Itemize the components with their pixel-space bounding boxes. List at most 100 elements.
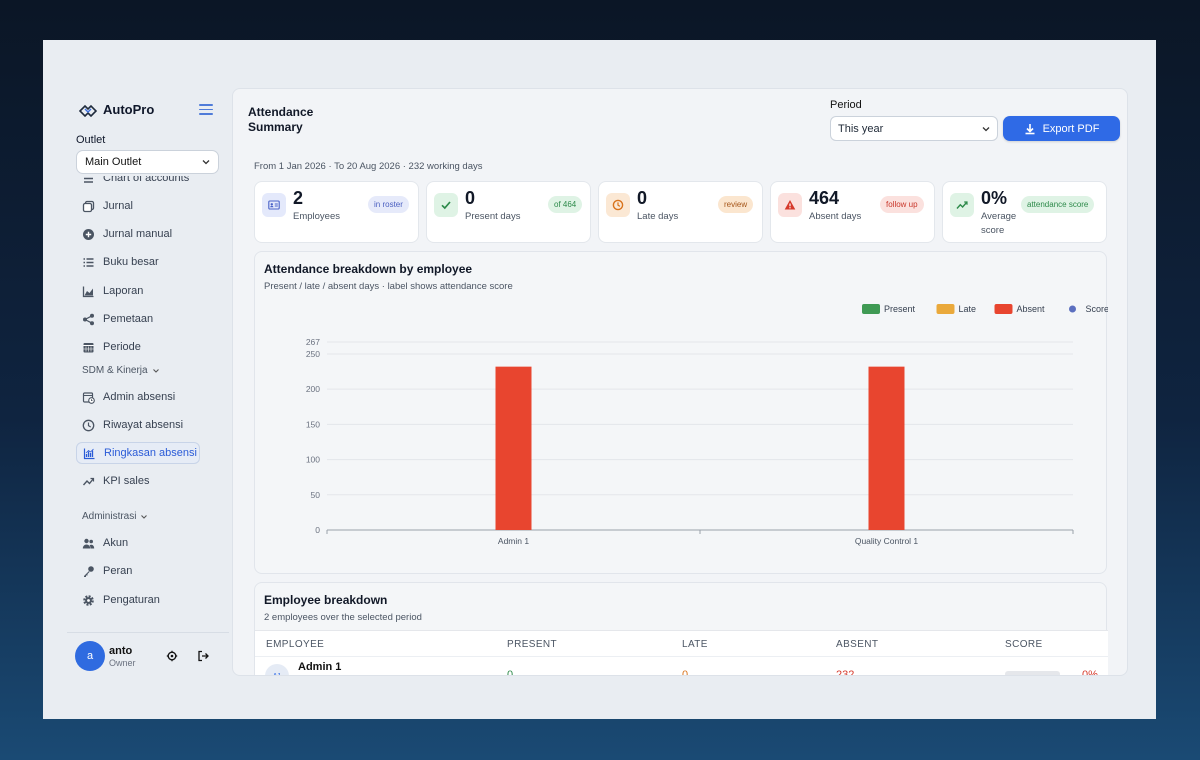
sidebar-item-chart-of-accounts[interactable]: Chart of accounts	[76, 176, 200, 189]
y-tick-label: 267	[306, 337, 320, 347]
stat-value: 2	[293, 188, 304, 208]
y-tick-label: 0	[315, 525, 320, 535]
stat-icon-box	[778, 193, 802, 217]
attendance-bar-chart: Present Late Absent Score 0 50 100 150 200 250 267…	[306, 304, 1109, 546]
sidebar-item-buku-besar[interactable]: Buku besar	[76, 251, 200, 273]
column-header[interactable]: SCORE	[1005, 639, 1043, 650]
legend-marker	[994, 304, 1013, 314]
chevron-down-icon	[141, 514, 148, 519]
legend-label: Score	[1086, 304, 1109, 314]
sidebar-item-kpi-sales[interactable]: KPI sales	[76, 470, 200, 492]
y-tick-label: 200	[306, 384, 320, 394]
stat-value: 464	[809, 188, 840, 208]
status-badge: in roster	[368, 196, 409, 213]
sidebar-item-label: Pengaturan	[103, 594, 160, 606]
legend-label: Late	[959, 304, 977, 314]
sidebar-item-label: Jurnal manual	[103, 228, 173, 240]
list-icon	[83, 257, 94, 267]
users-icon	[82, 538, 95, 548]
stat-icon-box	[606, 193, 630, 217]
bar-absent	[868, 366, 905, 530]
stat-icon-box	[434, 193, 458, 217]
nav-section-sdm[interactable]: SDM & Kinerja	[82, 365, 160, 376]
stat-icon-box	[262, 193, 286, 217]
bar-chart-icon	[83, 448, 95, 459]
stat-card-score: 0% Average score attendance score	[942, 181, 1107, 243]
export-pdf-label: Export PDF	[1042, 122, 1100, 135]
check-icon	[441, 201, 451, 210]
status-badge: attendance score	[1021, 196, 1095, 213]
outlet-select[interactable]: Main Outlet	[76, 150, 219, 174]
nav-section-label: SDM & Kinerja	[82, 365, 148, 376]
gear-icon	[83, 594, 94, 606]
sidebar-item-laporan[interactable]: Laporan	[76, 280, 200, 302]
stat-value: 0%	[981, 188, 1008, 208]
y-tick-label: 250	[306, 349, 320, 359]
column-header[interactable]: PRESENT	[507, 639, 558, 650]
stat-card-present: 0 Present days of 464	[426, 181, 591, 243]
sidebar: AutoPro Outlet Main Outlet Chart of acco…	[67, 88, 229, 678]
outlet-selected-value: Main Outlet	[85, 156, 142, 168]
y-tick-label: 50	[311, 490, 321, 500]
list-icon	[84, 177, 93, 183]
sidebar-item-label: Akun	[103, 537, 129, 549]
table-subtitle: 2 employees over the selected period	[264, 612, 422, 623]
stat-value: 0	[465, 188, 476, 208]
sidebar-item-label: Chart of accounts	[103, 176, 190, 184]
stat-label: Employees	[293, 211, 340, 222]
sidebar-item-riwayat-absensi[interactable]: Riwayat absensi	[76, 414, 200, 436]
sidebar-item-label: Jurnal	[103, 200, 133, 212]
legend-marker	[936, 304, 955, 314]
attendance-chart-card: Attendance breakdown by employee Present…	[254, 251, 1109, 574]
stat-label: Present days	[465, 211, 521, 222]
column-header[interactable]: ABSENT	[836, 639, 879, 650]
present-value: 0	[507, 669, 514, 676]
x-tick-label: Admin 1	[498, 536, 529, 546]
sidebar-item-ringkasan-absensi[interactable]: Ringkasan absensi	[76, 442, 200, 464]
column-header[interactable]: LATE	[682, 639, 708, 650]
period-select[interactable]: This year	[830, 116, 998, 141]
x-tick-label: Quality Control 1	[855, 536, 919, 546]
chart-subtitle: Present / late / absent days · label sho…	[264, 281, 513, 292]
sidebar-item-label: Admin absensi	[103, 391, 176, 403]
chart-area-icon	[82, 286, 94, 297]
status-badge: review	[718, 196, 754, 213]
sidebar-item-pengaturan[interactable]: Pengaturan	[76, 589, 200, 611]
sidebar-item-periode[interactable]: Periode	[76, 336, 200, 358]
stat-label: Average score	[981, 211, 1017, 236]
clock-icon	[612, 199, 624, 211]
stat-label: Late days	[637, 211, 679, 222]
sidebar-item-jurnal[interactable]: Jurnal	[76, 195, 200, 217]
column-header[interactable]: EMPLOYEE	[266, 639, 325, 650]
brand: AutoPro	[79, 102, 154, 117]
period-selected-value: This year	[838, 122, 884, 135]
sidebar-item-admin-absensi[interactable]: Admin absensi	[76, 386, 200, 408]
main-panel: Attendance Summary Period This year Expo…	[232, 88, 1128, 676]
sidebar-item-label: Pemetaan	[103, 313, 154, 325]
sidebar-item-jurnal-manual[interactable]: Jurnal manual	[76, 223, 200, 245]
sidebar-item-label: Laporan	[103, 285, 144, 297]
logout-icon[interactable]	[197, 650, 209, 662]
legend-marker	[862, 304, 880, 314]
sidebar-item-peran[interactable]: Peran	[76, 560, 200, 582]
menu-toggle-icon[interactable]	[199, 104, 213, 116]
absent-value: 232	[836, 669, 855, 676]
id-card-icon	[268, 200, 280, 210]
export-pdf-button[interactable]: Export PDF	[1003, 116, 1120, 141]
chevron-down-icon	[152, 368, 159, 373]
plus-circle-icon	[83, 228, 94, 240]
nav-section-administrasi[interactable]: Administrasi	[82, 511, 148, 522]
legend-label: Present	[884, 304, 916, 314]
avatar[interactable]: a	[75, 641, 105, 671]
employee-avatar: A1	[265, 664, 289, 675]
stat-icon-box	[950, 193, 974, 217]
sidebar-item-pemetaan[interactable]: Pemetaan	[76, 308, 200, 330]
settings-icon[interactable]	[166, 650, 178, 662]
chevron-down-icon	[982, 126, 990, 131]
stat-card-employees: 2 Employees in roster	[254, 181, 419, 243]
key-icon	[84, 565, 94, 577]
sidebar-item-label: KPI sales	[103, 475, 150, 487]
clock-icon	[82, 419, 95, 431]
calendar-icon	[83, 342, 94, 352]
sidebar-item-akun[interactable]: Akun	[76, 532, 200, 554]
